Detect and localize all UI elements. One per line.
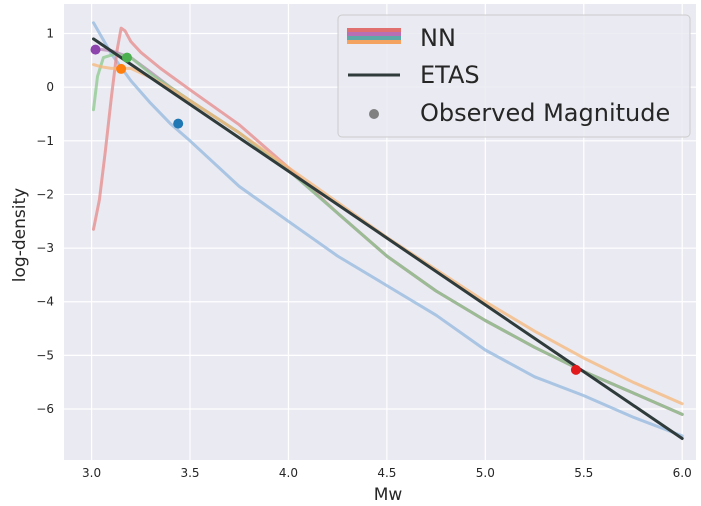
legend: NN ETAS Observed Magnitude xyxy=(337,14,691,138)
x-tick-label: 6.0 xyxy=(673,466,692,480)
legend-nn-label: NN xyxy=(420,24,456,52)
legend-box xyxy=(337,14,691,138)
y-tick-label: 1 xyxy=(46,27,54,41)
observed-point xyxy=(122,52,133,63)
x-tick-label: 4.0 xyxy=(279,466,298,480)
observed-points xyxy=(90,44,581,375)
y-tick-label: −4 xyxy=(36,295,54,309)
y-axis-title: log-density xyxy=(10,188,30,282)
x-tick-label: 3.0 xyxy=(82,466,101,480)
observed-point xyxy=(173,118,184,129)
legend-nn-stripe xyxy=(347,32,401,36)
y-tick-label: −1 xyxy=(36,134,54,148)
x-tick-labels: 3.0 3.5 4.0 4.5 5.0 5.5 6.0 xyxy=(82,466,692,480)
y-tick-label: −2 xyxy=(36,187,54,201)
x-axis-title: Mw xyxy=(374,485,403,505)
y-tick-label: −5 xyxy=(36,348,54,362)
nn-line-0 xyxy=(92,21,684,438)
observed-point xyxy=(570,364,581,375)
y-tick-label: −6 xyxy=(36,402,54,416)
observed-point xyxy=(116,63,127,74)
y-tick-label: 0 xyxy=(46,80,54,94)
observed-point xyxy=(90,44,101,55)
legend-observed-label: Observed Magnitude xyxy=(420,99,670,127)
legend-observed-swatch xyxy=(369,109,379,119)
y-tick-label: −3 xyxy=(36,241,54,255)
legend-etas-label: ETAS xyxy=(420,61,480,89)
legend-nn-stripe xyxy=(347,40,401,44)
legend-nn-stripe xyxy=(347,36,401,40)
legend-nn-stripe xyxy=(347,28,401,32)
y-tick-labels: 1 0 −1 −2 −3 −4 −5 −6 xyxy=(36,27,54,417)
x-tick-label: 4.5 xyxy=(377,466,396,480)
series-lines xyxy=(92,21,684,440)
legend-nn-swatch xyxy=(347,28,401,44)
x-tick-label: 5.5 xyxy=(574,466,593,480)
x-tick-label: 3.5 xyxy=(180,466,199,480)
etas-line xyxy=(92,37,684,440)
x-tick-label: 5.0 xyxy=(476,466,495,480)
